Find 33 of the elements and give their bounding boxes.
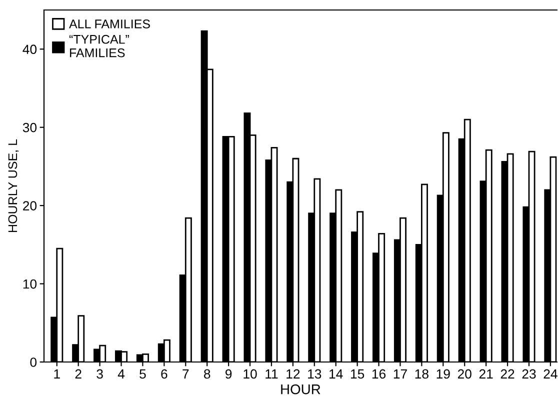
x-tick-label: 2 — [75, 369, 82, 379]
y-tick-label: 30 — [22, 122, 37, 132]
x-tick-label: 7 — [182, 369, 189, 379]
y-tick-label: 40 — [22, 44, 37, 54]
legend-label: ALL FAMILIES — [69, 20, 150, 28]
x-tick-label: 21 — [479, 369, 493, 379]
x-tick-label: 22 — [500, 369, 514, 379]
x-tick-label: 19 — [436, 369, 450, 379]
x-tick-label: 23 — [522, 369, 536, 379]
x-axis-title: HOUR — [281, 384, 320, 394]
x-tick-label: 1 — [54, 369, 60, 379]
x-tick-label: 18 — [415, 369, 428, 379]
y-tick-label: 10 — [23, 279, 37, 289]
x-tick-label: 6 — [161, 369, 168, 379]
y-axis-title: HOURLY USE, L — [8, 139, 19, 232]
legend-label: “TYPICAL” FAMILIES — [69, 34, 129, 58]
x-tick-label: 17 — [394, 369, 407, 379]
x-tick-label: 16 — [372, 369, 386, 379]
x-tick-label: 5 — [140, 369, 146, 379]
x-tick-label: 12 — [286, 369, 300, 379]
x-tick-label: 3 — [96, 369, 103, 379]
x-tick-label: 4 — [118, 369, 125, 379]
x-tick-label: 10 — [244, 369, 257, 379]
y-tick-label: 0 — [30, 358, 37, 367]
x-tick-label: 24 — [544, 369, 558, 379]
x-tick-label: 8 — [204, 369, 210, 379]
y-tick-label: 20 — [23, 201, 37, 210]
x-tick-label: 14 — [330, 369, 343, 379]
x-tick-label: 15 — [350, 369, 364, 379]
x-tick-label: 9 — [226, 369, 232, 379]
x-tick-label: 13 — [308, 369, 322, 379]
x-tick-label: 20 — [458, 369, 472, 379]
x-tick-label: 11 — [266, 369, 278, 379]
